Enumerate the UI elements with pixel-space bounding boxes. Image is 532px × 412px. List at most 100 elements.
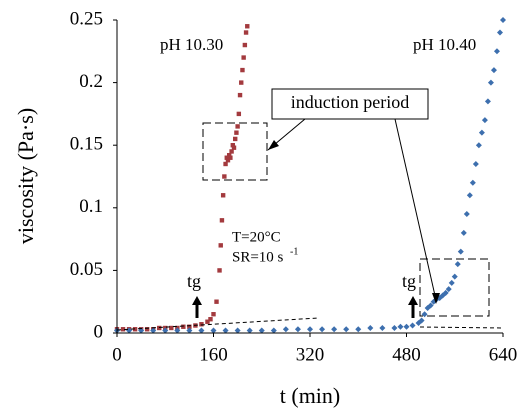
annotation: induction period: [291, 92, 409, 112]
data-point: [418, 317, 425, 324]
annotation: SR=10 s: [232, 249, 284, 265]
x-tick-label: 480: [392, 344, 421, 365]
y-tick-label: 0.1: [79, 196, 103, 217]
data-point: [472, 160, 479, 167]
data-point: [484, 98, 491, 105]
data-point: [243, 30, 249, 35]
annotation-superscript: -1: [290, 246, 298, 257]
data-point: [319, 326, 326, 333]
data-point: [442, 289, 449, 296]
callout-line: [394, 118, 437, 301]
data-point: [451, 273, 458, 280]
data-point: [205, 319, 210, 324]
dashed-box: [419, 258, 490, 317]
data-point: [487, 79, 494, 86]
data-point: [493, 48, 500, 55]
data-point: [199, 322, 204, 327]
data-point: [457, 248, 464, 255]
data-point: [245, 24, 250, 29]
data-point: [222, 327, 229, 334]
data-point: [225, 158, 231, 163]
data-point: [478, 129, 485, 136]
data-point: [496, 29, 503, 36]
tg-arrow: [408, 296, 418, 318]
y-axis-label: viscosity (Pa·s): [13, 108, 38, 244]
data-point: [231, 145, 237, 150]
data-point: [132, 327, 138, 332]
data-point: [120, 327, 126, 332]
data-point: [235, 124, 240, 129]
data-point: [174, 327, 181, 334]
data-point: [409, 322, 416, 329]
data-point: [157, 325, 162, 331]
data-point: [186, 327, 193, 334]
data-point: [355, 326, 362, 333]
data-point: [228, 155, 233, 160]
data-point: [226, 153, 232, 158]
data-point: [229, 149, 234, 154]
data-point: [490, 67, 497, 74]
x-axis-label: t (min): [280, 383, 341, 408]
y-tick-label: 0.05: [70, 259, 103, 280]
data-point: [230, 143, 235, 148]
arrow-head: [268, 140, 279, 150]
data-point: [367, 324, 374, 331]
data-point: [463, 211, 470, 218]
annotation: tg: [402, 271, 416, 291]
plot-area: [114, 17, 506, 334]
data-point: [208, 317, 213, 322]
data-point: [210, 327, 217, 334]
data-point: [454, 261, 461, 268]
data-point: [294, 326, 301, 333]
data-point: [282, 326, 289, 333]
data-point: [219, 218, 225, 223]
data-point: [460, 229, 467, 236]
data-point: [246, 327, 253, 334]
tg-arrow: [192, 296, 202, 318]
annotation: T=20°C: [232, 229, 281, 245]
data-point: [217, 268, 222, 273]
data-point: [236, 111, 242, 117]
data-point: [223, 161, 228, 167]
data-point: [150, 327, 157, 334]
x-tick-label: 320: [296, 344, 325, 365]
data-point: [181, 324, 186, 329]
data-point: [198, 327, 205, 334]
dashed-box: [202, 122, 268, 181]
y-tick-label: 0: [94, 321, 104, 342]
data-point: [224, 155, 229, 160]
data-point: [500, 17, 506, 23]
data-point: [187, 324, 192, 329]
data-point: [237, 92, 243, 98]
annotation: pH 10.30: [160, 35, 223, 54]
annotation: pH 10.40: [413, 35, 476, 54]
data-point: [427, 302, 434, 309]
data-point: [391, 324, 398, 331]
data-point: [448, 279, 455, 286]
data-point: [239, 80, 244, 85]
callout-box: [271, 88, 429, 120]
baseline-dash: [116, 317, 319, 331]
data-point: [169, 325, 174, 331]
data-point: [421, 311, 428, 318]
x-tick-label: 640: [489, 344, 518, 365]
data-point: [445, 286, 452, 293]
data-point: [343, 326, 350, 333]
baseline-dash: [419, 326, 504, 329]
data-point: [211, 312, 216, 317]
data-point: [234, 130, 239, 135]
data-point: [218, 243, 223, 248]
y-tick-label: 0.15: [70, 134, 103, 155]
data-point: [162, 327, 169, 334]
data-point: [270, 327, 277, 334]
data-point: [481, 117, 488, 124]
data-point: [220, 193, 226, 198]
data-point: [469, 179, 476, 186]
data-point: [241, 55, 246, 60]
arrow-head: [432, 293, 440, 304]
data-point: [403, 323, 410, 330]
annotation: tg: [187, 271, 201, 291]
data-point: [379, 324, 386, 331]
data-point: [214, 299, 219, 304]
